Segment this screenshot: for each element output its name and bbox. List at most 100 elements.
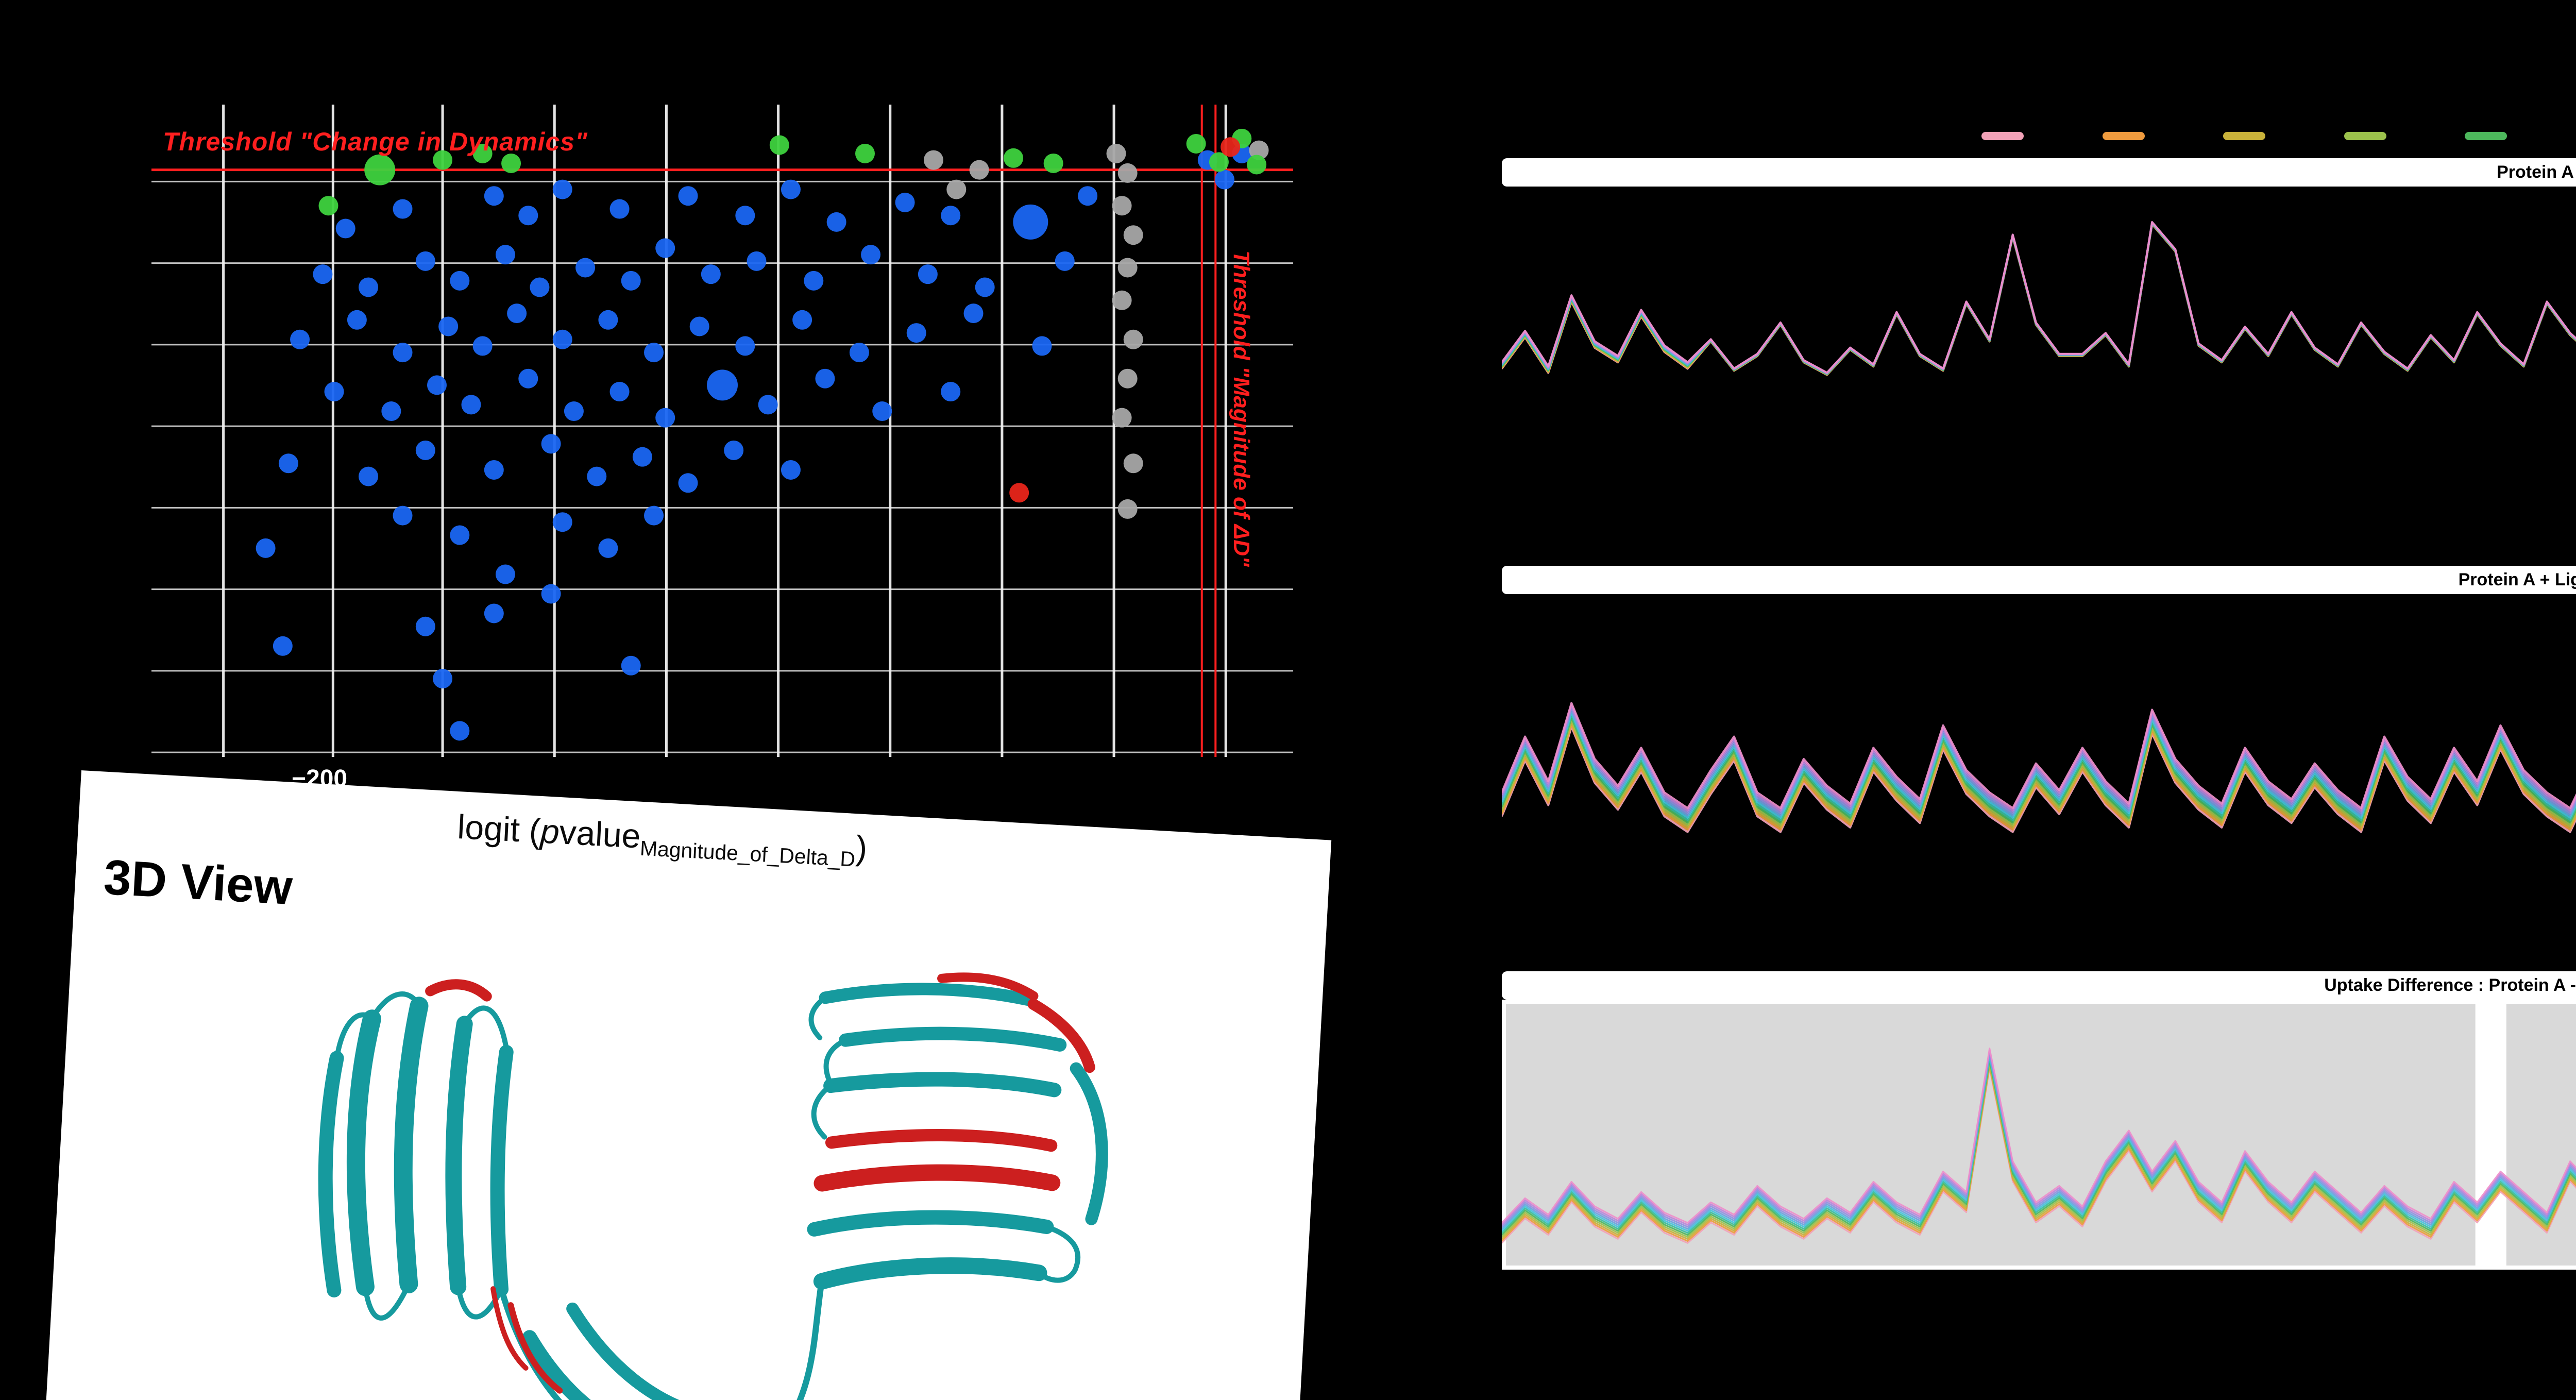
- scatter-point-green[interactable]: [1004, 148, 1024, 168]
- scatter-point-blue[interactable]: [313, 264, 333, 284]
- scatter-point-gray[interactable]: [1123, 225, 1143, 245]
- scatter-point-blue[interactable]: [781, 460, 801, 480]
- scatter-point-blue[interactable]: [484, 460, 504, 480]
- uptake-difference-chart[interactable]: [1502, 1000, 2576, 1270]
- scatter-point-blue[interactable]: [552, 179, 572, 199]
- scatter-point-blue[interactable]: [861, 245, 881, 265]
- scatter-point-blue[interactable]: [1055, 251, 1075, 271]
- scatter-point-blue[interactable]: [895, 192, 915, 212]
- scatter-point-blue[interactable]: [541, 584, 561, 604]
- scatter-point-green[interactable]: [1186, 133, 1206, 154]
- scatter-point-blue[interactable]: [450, 271, 470, 291]
- scatter-point-blue[interactable]: [359, 277, 379, 297]
- scatter-point-blue[interactable]: [461, 395, 481, 415]
- scatter-point-blue[interactable]: [724, 440, 744, 460]
- scatter-point-green[interactable]: [1247, 155, 1267, 175]
- scatter-point-green[interactable]: [855, 143, 875, 163]
- scatter-point-blue[interactable]: [256, 538, 276, 558]
- scatter-point-gray[interactable]: [1112, 408, 1132, 428]
- scatter-point-blue[interactable]: [324, 382, 344, 402]
- legend-dash-timepoint-3[interactable]: [2223, 132, 2265, 140]
- uptake-chart-protein-a[interactable]: [1502, 187, 2576, 547]
- scatter-point-blue[interactable]: [552, 329, 572, 349]
- scatter-point-blue[interactable]: [450, 525, 470, 545]
- scatter-point-blue[interactable]: [747, 251, 767, 271]
- legend-dash-timepoint-1[interactable]: [1981, 132, 2024, 140]
- scatter-point-blue[interactable]: [541, 434, 561, 454]
- scatter-point-blue[interactable]: [518, 206, 538, 226]
- scatter-point-blue[interactable]: [1013, 204, 1048, 240]
- scatter-point-blue[interactable]: [415, 616, 435, 636]
- scatter-point-blue[interactable]: [644, 505, 664, 526]
- scatter-point-blue[interactable]: [906, 323, 926, 343]
- scatter-point-gray[interactable]: [1117, 499, 1138, 519]
- scatter-point-blue[interactable]: [495, 245, 515, 265]
- scatter-point-gray[interactable]: [1249, 140, 1269, 160]
- scatter-point-blue[interactable]: [472, 336, 493, 356]
- scatter-point-gray[interactable]: [1123, 329, 1143, 349]
- scatter-point-blue[interactable]: [427, 375, 447, 395]
- scatter-point-blue[interactable]: [1032, 336, 1052, 356]
- scatter-point-blue[interactable]: [621, 271, 641, 291]
- scatter-point-blue[interactable]: [587, 466, 607, 486]
- scatter-point-blue[interactable]: [655, 238, 675, 258]
- scatter-point-blue[interactable]: [689, 316, 709, 336]
- scatter-point-blue[interactable]: [1078, 186, 1098, 206]
- scatter-point-gray[interactable]: [923, 150, 943, 170]
- scatter-point-gray[interactable]: [1117, 258, 1138, 278]
- scatter-point-blue[interactable]: [598, 538, 618, 558]
- scatter-point-blue[interactable]: [564, 401, 584, 421]
- scatter-point-blue[interactable]: [918, 264, 938, 284]
- scatter-point-blue[interactable]: [707, 369, 738, 401]
- scatter-point-blue[interactable]: [290, 329, 310, 349]
- scatter-point-blue[interactable]: [735, 336, 755, 356]
- scatter-point-gray[interactable]: [969, 160, 989, 180]
- scatter-point-green[interactable]: [364, 154, 396, 185]
- scatter-point-red[interactable]: [1009, 483, 1029, 503]
- scatter-point-gray[interactable]: [1106, 143, 1126, 163]
- legend-dash-timepoint-5[interactable]: [2465, 132, 2507, 140]
- scatter-point-green[interactable]: [1043, 153, 1063, 173]
- scatter-point-gray[interactable]: [1117, 163, 1138, 183]
- scatter-point-blue[interactable]: [872, 401, 892, 421]
- scatter-point-blue[interactable]: [450, 721, 470, 741]
- legend-dash-timepoint-4[interactable]: [2344, 132, 2386, 140]
- scatter-point-blue[interactable]: [484, 603, 504, 623]
- scatter-point-blue[interactable]: [552, 512, 572, 532]
- scatter-point-blue[interactable]: [941, 382, 961, 402]
- scatter-point-blue[interactable]: [758, 395, 778, 415]
- scatter-point-blue[interactable]: [815, 368, 835, 389]
- scatter-point-blue[interactable]: [415, 251, 435, 271]
- scatter-point-gray[interactable]: [1117, 368, 1138, 389]
- scatter-point-blue[interactable]: [975, 277, 995, 297]
- scatter-point-green[interactable]: [318, 196, 338, 216]
- scatter-point-blue[interactable]: [347, 310, 367, 330]
- scatter-point-blue[interactable]: [359, 466, 379, 486]
- scatter-point-red[interactable]: [1221, 137, 1241, 157]
- scatter-point-blue[interactable]: [735, 206, 755, 226]
- scatter-point-blue[interactable]: [826, 212, 846, 232]
- scatter-point-blue[interactable]: [393, 343, 413, 363]
- scatter-point-gray[interactable]: [1123, 453, 1143, 474]
- scatter-point-blue[interactable]: [655, 408, 675, 428]
- scatter-point-blue[interactable]: [393, 199, 413, 219]
- scatter-point-blue[interactable]: [632, 447, 652, 467]
- scatter-point-gray[interactable]: [1112, 290, 1132, 310]
- volcano-plot[interactable]: [151, 105, 1293, 757]
- scatter-point-green[interactable]: [1209, 152, 1229, 172]
- scatter-point-blue[interactable]: [575, 258, 596, 278]
- scatter-point-blue[interactable]: [644, 343, 664, 363]
- scatter-point-green[interactable]: [433, 150, 453, 170]
- scatter-point-blue[interactable]: [849, 343, 869, 363]
- scatter-point-blue[interactable]: [438, 316, 459, 336]
- scatter-point-blue[interactable]: [484, 186, 504, 206]
- legend-dash-timepoint-2[interactable]: [2102, 132, 2145, 140]
- scatter-point-blue[interactable]: [941, 206, 961, 226]
- scatter-point-blue[interactable]: [518, 368, 538, 389]
- scatter-point-blue[interactable]: [335, 218, 355, 239]
- scatter-point-blue[interactable]: [621, 655, 641, 676]
- scatter-point-blue[interactable]: [678, 473, 698, 493]
- scatter-point-blue[interactable]: [781, 179, 801, 199]
- scatter-point-blue[interactable]: [393, 505, 413, 526]
- scatter-point-blue[interactable]: [495, 564, 515, 584]
